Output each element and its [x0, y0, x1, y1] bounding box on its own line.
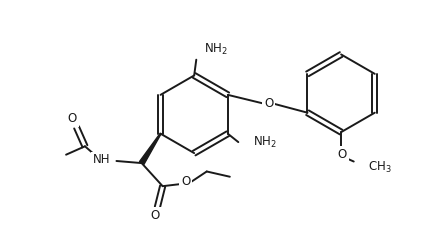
Polygon shape — [140, 134, 161, 164]
Text: O: O — [264, 97, 273, 110]
Text: O: O — [151, 209, 160, 222]
Text: CH$_3$: CH$_3$ — [368, 160, 392, 175]
Text: O: O — [338, 148, 347, 161]
Text: O: O — [181, 175, 190, 188]
Text: O: O — [68, 113, 77, 125]
Text: NH$_2$: NH$_2$ — [203, 42, 228, 57]
Text: NH$_2$: NH$_2$ — [253, 134, 277, 150]
Text: NH: NH — [93, 154, 110, 166]
